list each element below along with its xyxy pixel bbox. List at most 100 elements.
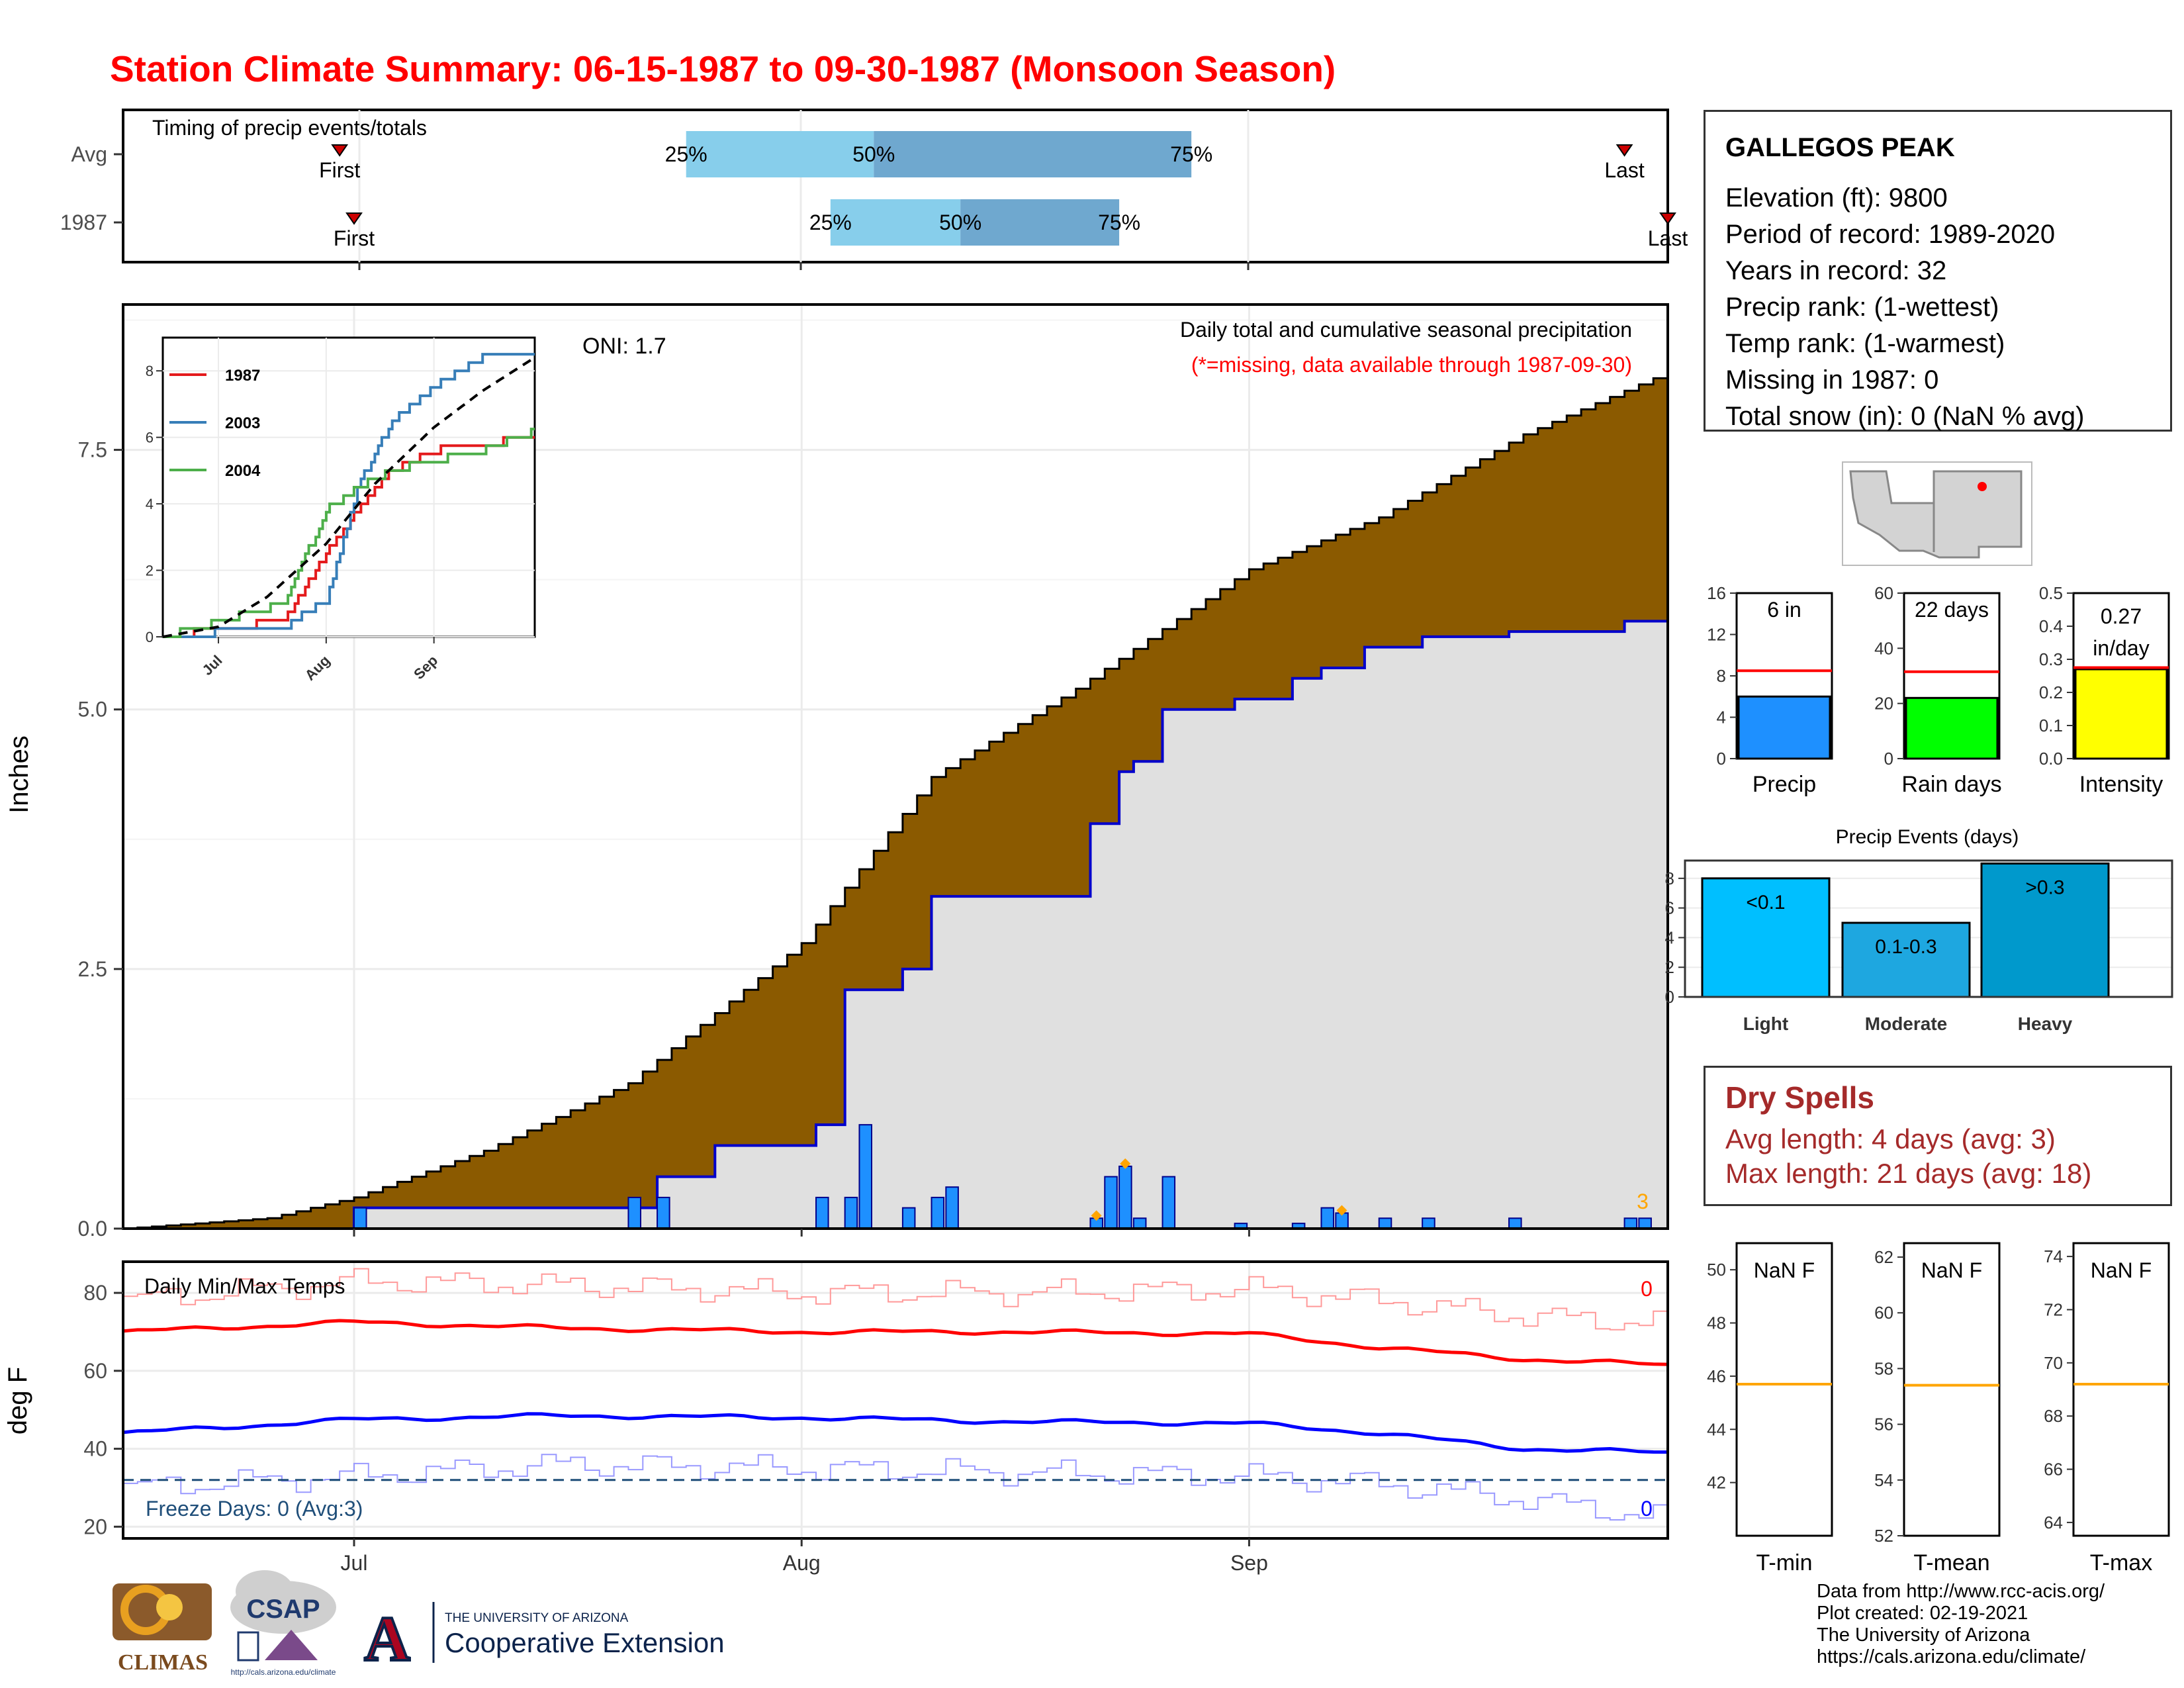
- timing-last-label: Last: [1604, 158, 1645, 182]
- csap-cloud: [236, 1570, 294, 1613]
- summary-y-tick-label: 12: [1707, 625, 1726, 645]
- daily-precip-bar: [657, 1196, 670, 1230]
- y-tick-label: 0.0: [78, 1217, 107, 1241]
- timing-row-label-year: 1987: [60, 211, 107, 234]
- timing-bar-q50-q75: [874, 131, 1192, 177]
- flag-marker: [1336, 1205, 1347, 1216]
- precip-subtitle: Daily total and cumulative seasonal prec…: [1180, 318, 1632, 342]
- inset-y-tick-label: 6: [146, 430, 154, 446]
- dry-spells-title: Dry Spells: [1725, 1080, 1874, 1115]
- x-tick-label: Sep: [1230, 1551, 1268, 1575]
- station-years: Years in record: 32: [1725, 256, 1947, 285]
- temp-summary-y-tick-label: 44: [1707, 1419, 1726, 1439]
- temp-summary-y-tick-label: 58: [1874, 1358, 1893, 1378]
- temp-summary-y-tick-label: 68: [2044, 1406, 2063, 1426]
- summary-y-tick-label: 0.4: [2039, 616, 2063, 636]
- temperature-summary: NaN F 42 44 46 48 50 T-min NaN F 52 54 56 58 60 62 T-m…: [1707, 1242, 2170, 1575]
- daily-precip-bar: [1623, 1217, 1638, 1229]
- temp-summary-y-tick-label: 72: [2044, 1299, 2063, 1319]
- observed-cumulative-line: [123, 605, 1669, 1230]
- csap-grid: [237, 1631, 259, 1662]
- x-tick-label: Jul: [341, 1551, 368, 1575]
- summary-y-tick-label: 40: [1874, 638, 1893, 658]
- summary-y-tick-label: 0.5: [2039, 583, 2063, 603]
- station-temp-rank: Temp rank: (1-warmest): [1725, 329, 2005, 358]
- y-tick-label: 7.5: [78, 438, 107, 462]
- daily-precip-bar: [627, 1196, 641, 1230]
- station-snow: Total snow (in): 0 (NaN % avg): [1725, 402, 2085, 431]
- events-y-tick-label: 6: [1665, 898, 1674, 918]
- precip-areas: [123, 372, 1669, 1230]
- x-tick-label: Aug: [783, 1551, 821, 1575]
- summary-value-label: 0.27: [2101, 604, 2142, 628]
- ua-a-mark: A: [364, 1603, 410, 1674]
- temp-summary-value: NaN F: [2091, 1258, 2152, 1282]
- timing-first-label: First: [334, 226, 375, 250]
- summary-y-tick-label: 0: [1717, 749, 1726, 769]
- events-y-tick-label: 8: [1665, 868, 1674, 888]
- temp-line-avg-max: [122, 1319, 1668, 1366]
- temp-summary-y-tick-label: 42: [1707, 1473, 1726, 1493]
- inset-line-2004: [163, 428, 535, 638]
- temp-summary-frame: [1903, 1242, 2001, 1537]
- temp-summary-y-tick-label: 48: [1707, 1313, 1726, 1333]
- events-bar-moderate: [1841, 921, 1971, 998]
- events-category-label: Light: [1743, 1013, 1788, 1034]
- csap-url: http://cals.arizona.edu/climate: [231, 1667, 336, 1677]
- events-bar-light: [1701, 877, 1831, 998]
- timing-bars: 25% 50% 75% First Last 25% 50% 75% First Last: [319, 131, 1688, 250]
- flag-marker: [1091, 1210, 1102, 1221]
- daily-precip-bar: [1104, 1176, 1118, 1229]
- daily-precip-bar: [901, 1207, 916, 1230]
- summary-y-tick-label: 16: [1707, 583, 1726, 603]
- summary-y-tick-label: 8: [1717, 666, 1726, 686]
- min-count: 0: [1641, 1497, 1653, 1521]
- station-elevation: Elevation (ft): 9800: [1725, 183, 1948, 212]
- timing-first-label: First: [319, 158, 360, 182]
- events-bar-label: 0.1-0.3: [1875, 936, 1936, 958]
- events-title: Precip Events (days): [1836, 826, 2019, 848]
- temp-summary-category-label: T-min: [1756, 1550, 1813, 1575]
- temperature-background: [123, 1262, 1668, 1538]
- precip-ylabel: Inches: [5, 735, 34, 814]
- csap-mountain: [265, 1630, 318, 1660]
- events-y-tick-label: 0: [1665, 987, 1674, 1007]
- temp-summary-value: NaN F: [1754, 1258, 1815, 1282]
- timing-bar-q25-q50: [830, 199, 961, 246]
- inset-y-tick-label: 4: [146, 496, 154, 512]
- timing-quartile-label: 75%: [1098, 211, 1140, 234]
- events-bar-label: <0.1: [1746, 892, 1785, 914]
- temp-summary-y-tick-label: 60: [1874, 1303, 1893, 1323]
- timing-first-marker: [345, 212, 363, 225]
- temp-summary-frame: [1735, 1242, 1833, 1537]
- summary-y-tick-label: 0.2: [2039, 682, 2063, 702]
- inset-legend-label: 1987: [225, 367, 260, 385]
- temperature-ylabel: deg F: [3, 1367, 32, 1434]
- temp-summary-y-tick-label: 54: [1874, 1470, 1893, 1490]
- precip-events-panel: Precip Events (days) 0 2 4 6 8 <0.1 Light 0.1-0…: [1665, 826, 2173, 1034]
- credit-line: Plot created: 02-19-2021: [1817, 1603, 2028, 1624]
- summary-y-tick-label: 4: [1717, 708, 1726, 727]
- temp-y-tick-label: 20: [83, 1515, 107, 1538]
- observed-cumulative-area: [123, 605, 1668, 1229]
- timing-last-marker: [1615, 144, 1633, 157]
- logos: CLIMAS CSAP http://cals.arizona.edu/clim…: [113, 1570, 725, 1677]
- location-map: [1842, 461, 2032, 566]
- timing-quartile-label: 25%: [665, 142, 707, 166]
- inset-y-tick-label: 2: [146, 563, 154, 579]
- temperature-frame: [122, 1260, 1669, 1540]
- timing-row-label-avg: Avg: [71, 142, 107, 166]
- temp-summary-category-label: T-max: [2090, 1550, 2152, 1575]
- temp-summary-y-tick-label: 46: [1707, 1366, 1726, 1386]
- timing-bar-q25-q50: [686, 131, 874, 177]
- timing-bar-q50-q75: [960, 199, 1120, 246]
- temp-summary-y-tick-label: 52: [1874, 1526, 1893, 1546]
- summary-value-label: 22 days: [1915, 598, 1989, 622]
- precip-frame: [122, 303, 1669, 1230]
- csap-wordmark: CSAP: [246, 1595, 320, 1624]
- timing-panel: Timing of precip events/totals Avg 1987 …: [60, 109, 1688, 270]
- daily-precip-bar: [945, 1186, 959, 1229]
- precip-axes: 0.0 2.5 5.0 7.5: [78, 438, 1250, 1241]
- temp-summary-y-tick-label: 74: [2044, 1246, 2063, 1266]
